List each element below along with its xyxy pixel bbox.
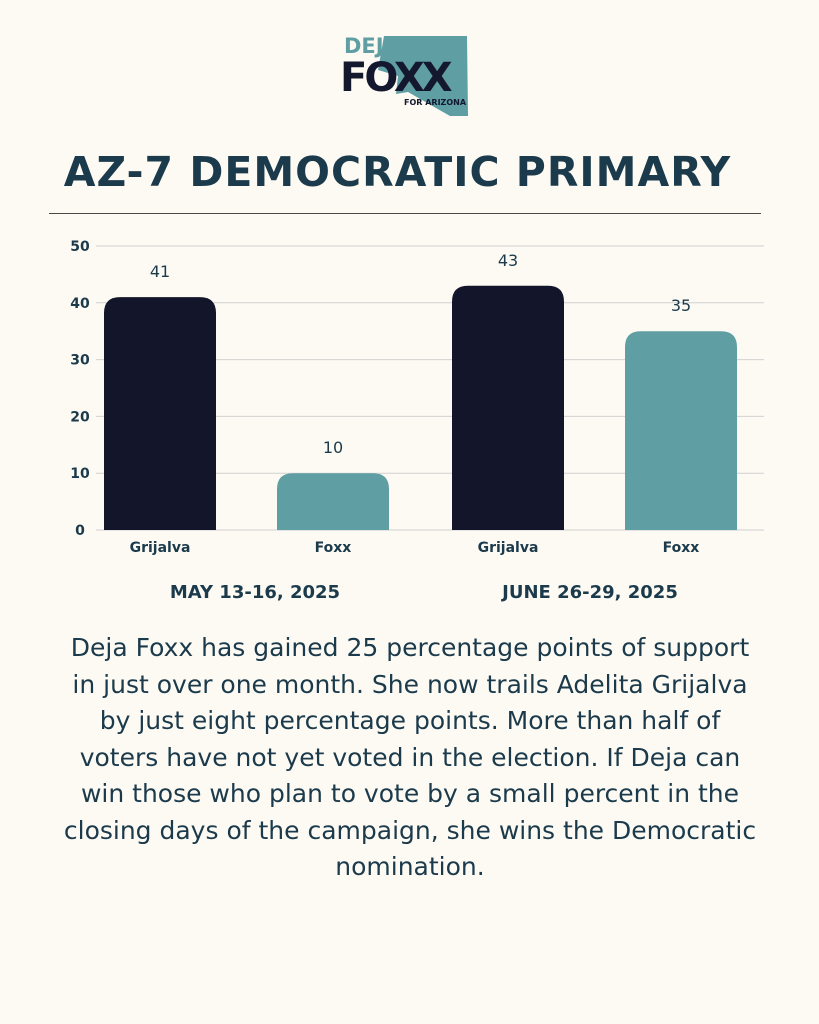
- logo-last-name: FOXX: [340, 55, 453, 101]
- arizona-state-shape: [378, 36, 468, 116]
- y-tick-label: 50: [70, 239, 90, 255]
- x-tick-label: Foxx: [663, 540, 700, 556]
- x-tick-label: Grijalva: [130, 540, 191, 556]
- data-label: 43: [498, 251, 518, 270]
- bar: [104, 297, 216, 530]
- x-tick-label: Grijalva: [478, 540, 539, 556]
- logo: DEJA FOXX FOR ARIZONA: [338, 32, 470, 120]
- bar: [277, 473, 389, 530]
- data-label: 35: [671, 296, 691, 315]
- arizona-logo-icon: DEJA FOXX FOR ARIZONA: [340, 34, 468, 116]
- bar: [625, 331, 737, 530]
- logo-first-name: DEJA: [344, 34, 401, 58]
- y-tick-label: 20: [70, 409, 90, 425]
- divider: [49, 213, 761, 214]
- data-label: 10: [323, 438, 343, 457]
- period-label-june: JUNE 26-29, 2025: [502, 582, 678, 603]
- y-tick-label: 40: [70, 296, 90, 312]
- x-tick-label: Foxx: [315, 540, 352, 556]
- page-title: AZ-7 DEMOCRATIC PRIMARY: [63, 148, 732, 196]
- y-tick-label: 30: [70, 353, 90, 369]
- data-label: 41: [150, 262, 170, 281]
- y-tick-label: 10: [70, 466, 90, 482]
- bar-chart: 0 10 20 30 40 50 41 Grijalva 10 Foxx 43 Grijalva 35 F…: [70, 239, 764, 556]
- bar: [452, 285, 564, 530]
- summary-paragraph: Deja Foxx has gained 25 percentage point…: [63, 633, 757, 881]
- period-label-may: MAY 13-16, 2025: [169, 582, 341, 603]
- logo-tagline: FOR ARIZONA: [404, 98, 467, 107]
- y-tick-label: 0: [75, 523, 85, 539]
